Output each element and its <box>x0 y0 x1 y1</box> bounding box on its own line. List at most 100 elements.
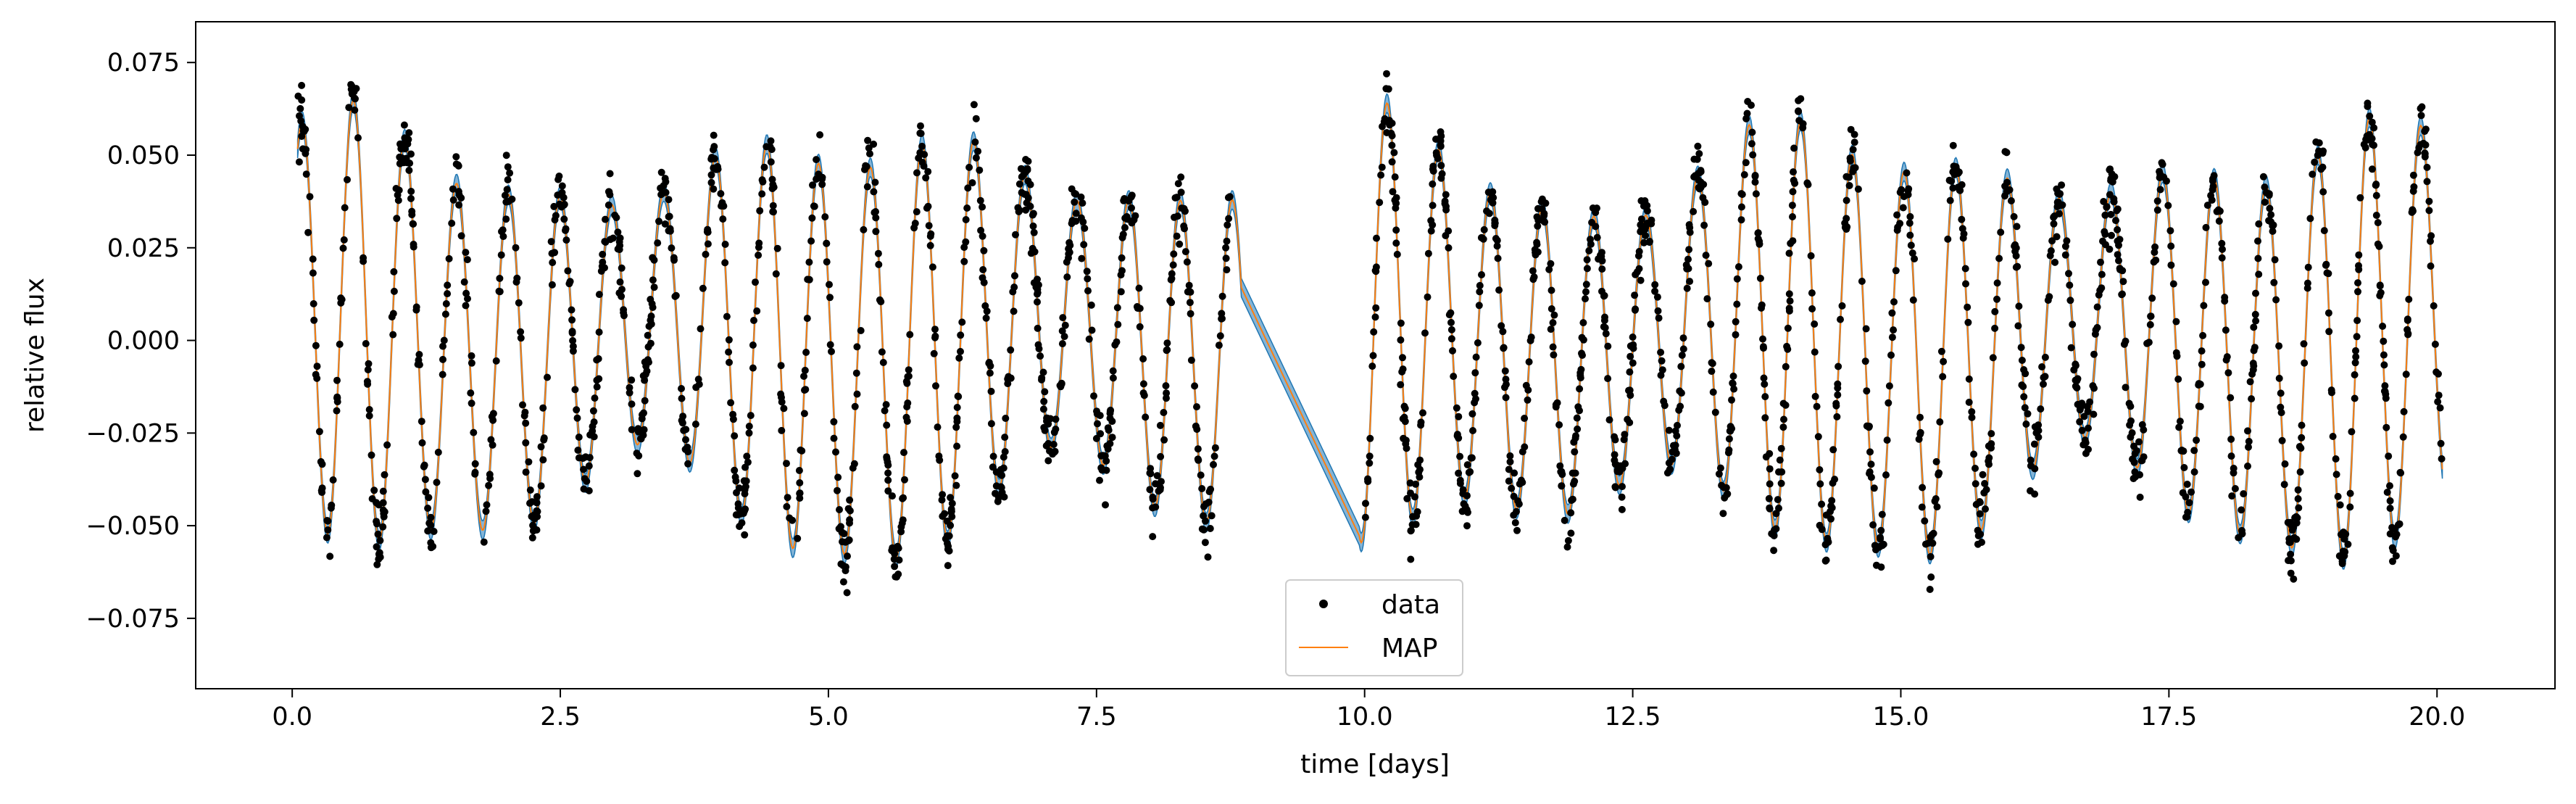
data-point <box>1128 191 1136 199</box>
data-point <box>2319 188 2327 196</box>
data-point <box>2425 197 2433 205</box>
data-point <box>1567 529 1575 537</box>
data-point <box>1146 486 1154 494</box>
data-point <box>2177 447 2185 455</box>
y-axis-label: relative flux <box>20 278 50 433</box>
data-point <box>2315 139 2323 147</box>
data-point <box>2199 331 2207 339</box>
data-point <box>1031 248 1039 256</box>
data-point <box>2193 436 2201 444</box>
data-point <box>1056 381 1064 389</box>
data-point <box>2218 254 2226 262</box>
data-point <box>468 359 475 367</box>
data-point <box>1740 171 1748 178</box>
data-point <box>1153 472 1161 480</box>
data-point <box>1549 319 1557 327</box>
data-point <box>1850 138 1858 146</box>
data-point <box>1223 266 1231 274</box>
data-point <box>2266 204 2274 212</box>
data-point <box>2213 207 2221 215</box>
data-point <box>1376 199 1384 207</box>
data-point <box>2327 386 2335 394</box>
data-point <box>2169 280 2177 288</box>
data-point <box>1134 304 1142 312</box>
data-point <box>1505 477 1513 485</box>
data-point <box>1408 521 1416 529</box>
data-point <box>1658 357 1666 365</box>
data-point <box>394 196 402 204</box>
data-point <box>971 138 979 146</box>
data-point <box>1598 257 1606 265</box>
data-point <box>1029 222 1037 230</box>
data-point <box>594 355 602 362</box>
data-point <box>533 499 541 507</box>
data-point <box>2108 231 2115 239</box>
data-point <box>2370 124 2378 132</box>
data-point <box>407 194 415 202</box>
data-point <box>309 269 317 277</box>
data-point <box>1447 335 1455 343</box>
data-point <box>336 340 344 348</box>
data-point <box>1665 459 1673 467</box>
data-point <box>805 258 813 266</box>
data-point <box>1765 494 1773 502</box>
data-point <box>801 366 809 374</box>
data-point <box>749 341 757 349</box>
data-point <box>2381 382 2389 390</box>
data-point <box>368 495 376 502</box>
data-point <box>1573 414 1581 422</box>
data-point <box>2012 252 2020 260</box>
data-point <box>1183 258 1191 266</box>
data-point <box>821 213 829 221</box>
data-point <box>370 486 378 494</box>
data-point <box>2106 166 2114 174</box>
data-point <box>1373 234 1380 242</box>
data-point <box>1547 260 1555 268</box>
data-point <box>1552 403 1560 411</box>
data-point <box>1502 376 1510 384</box>
data-point <box>1015 208 1023 215</box>
data-point <box>2221 297 2229 305</box>
data-point <box>957 347 964 355</box>
data-point <box>352 95 359 103</box>
data-point <box>1893 211 1901 219</box>
data-point <box>618 292 626 300</box>
data-point <box>595 375 603 383</box>
data-point <box>525 458 533 466</box>
data-point <box>2015 302 2023 310</box>
data-point <box>2325 328 2333 336</box>
data-point <box>580 465 587 473</box>
data-point <box>769 202 777 210</box>
data-point <box>1711 408 1719 416</box>
data-point <box>818 181 826 188</box>
data-point <box>1807 252 1815 260</box>
data-point <box>620 306 628 314</box>
data-point <box>665 196 673 204</box>
data-point <box>655 217 662 225</box>
data-point <box>741 463 749 471</box>
data-point <box>1642 223 1650 231</box>
data-point <box>471 460 479 468</box>
data-point <box>1427 217 1435 225</box>
data-point <box>1777 479 1785 487</box>
data-point <box>526 500 533 507</box>
y-tick-label: 0.025 <box>107 234 180 263</box>
data-point <box>1442 191 1450 199</box>
data-point <box>977 226 985 234</box>
data-point <box>1777 444 1785 452</box>
data-point <box>2175 423 2183 431</box>
data-point <box>1022 156 1030 163</box>
data-point <box>1939 373 1947 381</box>
data-point <box>2198 360 2206 368</box>
data-point <box>939 491 947 499</box>
data-point <box>2164 202 2172 210</box>
data-point <box>1921 540 1929 548</box>
data-point <box>1972 465 1979 472</box>
data-point <box>928 263 936 271</box>
data-point <box>2056 210 2063 217</box>
data-point <box>1215 341 1223 349</box>
data-point <box>1040 397 1048 405</box>
data-point <box>953 418 961 426</box>
data-point <box>310 316 318 324</box>
data-point <box>2400 407 2408 415</box>
